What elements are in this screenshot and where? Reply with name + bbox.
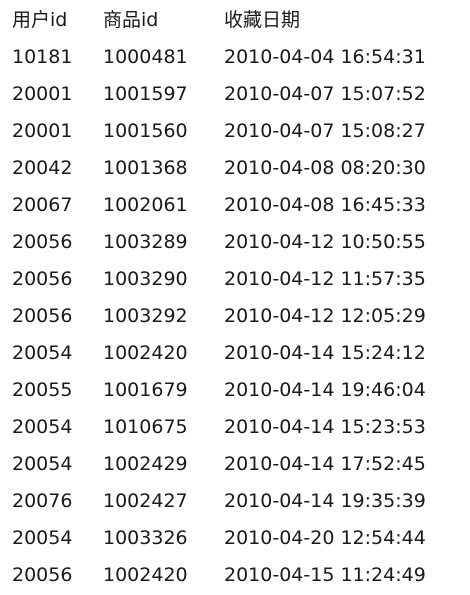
cell-favorite-date: 2010-04-12 10:50:55 <box>224 231 426 253</box>
cell-product-id: 1003326 <box>103 527 188 549</box>
table-row: 20067 1002061 2010-04-08 16:45:33 <box>0 187 470 224</box>
cell-product-id: 1001368 <box>103 157 188 179</box>
cell-product-id: 1001679 <box>103 379 188 401</box>
cell-product-id: 1010675 <box>103 416 188 438</box>
cell-product-id: 1003290 <box>103 268 188 290</box>
cell-user-id: 20001 <box>12 83 73 105</box>
table-row: 20054 1002429 2010-04-14 17:52:45 <box>0 446 470 483</box>
cell-favorite-date: 2010-04-07 15:07:52 <box>224 83 426 105</box>
cell-product-id: 1002427 <box>103 490 188 512</box>
table-row: 20056 1003290 2010-04-12 11:57:35 <box>0 261 470 298</box>
cell-user-id: 20054 <box>12 453 73 475</box>
cell-user-id: 20056 <box>12 231 73 253</box>
cell-favorite-date: 2010-04-14 19:35:39 <box>224 490 426 512</box>
cell-user-id: 20042 <box>12 157 73 179</box>
cell-favorite-date: 2010-04-12 11:57:35 <box>224 268 426 290</box>
table-row: 20076 1002427 2010-04-14 19:35:39 <box>0 483 470 520</box>
cell-favorite-date: 2010-04-14 15:24:12 <box>224 342 426 364</box>
cell-user-id: 20054 <box>12 527 73 549</box>
cell-product-id: 1002420 <box>103 342 188 364</box>
table-row: 20056 1002420 2010-04-15 11:24:49 <box>0 557 470 594</box>
cell-favorite-date: 2010-04-12 12:05:29 <box>224 305 426 327</box>
table-row: 20056 1003289 2010-04-12 10:50:55 <box>0 224 470 261</box>
table-row: 20001 1001560 2010-04-07 15:08:27 <box>0 113 470 150</box>
table-row: 20054 1002420 2010-04-14 15:24:12 <box>0 335 470 372</box>
cell-user-id: 20067 <box>12 194 73 216</box>
header-user-id: 用户id <box>12 9 68 31</box>
cell-product-id: 1002061 <box>103 194 188 216</box>
cell-favorite-date: 2010-04-04 16:54:31 <box>224 46 426 68</box>
table-row: 20054 1003326 2010-04-20 12:54:44 <box>0 520 470 557</box>
cell-favorite-date: 2010-04-14 19:46:04 <box>224 379 426 401</box>
cell-product-id: 1000481 <box>103 46 188 68</box>
cell-favorite-date: 2010-04-08 08:20:30 <box>224 157 426 179</box>
header-product-id: 商品id <box>103 9 159 31</box>
table-row: 20054 1010675 2010-04-14 15:23:53 <box>0 409 470 446</box>
table-header-row: 用户id 商品id 收藏日期 <box>0 2 470 39</box>
cell-favorite-date: 2010-04-14 17:52:45 <box>224 453 426 475</box>
cell-user-id: 20056 <box>12 564 73 586</box>
table-row: 20042 1001368 2010-04-08 08:20:30 <box>0 150 470 187</box>
cell-favorite-date: 2010-04-15 11:24:49 <box>224 564 426 586</box>
cell-user-id: 20056 <box>12 268 73 290</box>
cell-product-id: 1003292 <box>103 305 188 327</box>
table-row: 20056 1003292 2010-04-12 12:05:29 <box>0 298 470 335</box>
cell-product-id: 1001560 <box>103 120 188 142</box>
table-row: 20055 1001679 2010-04-14 19:46:04 <box>0 372 470 409</box>
cell-user-id: 10181 <box>12 46 73 68</box>
cell-user-id: 20054 <box>12 342 73 364</box>
cell-favorite-date: 2010-04-08 16:45:33 <box>224 194 426 216</box>
cell-product-id: 1002420 <box>103 564 188 586</box>
cell-user-id: 20055 <box>12 379 73 401</box>
header-favorite-date: 收藏日期 <box>224 9 301 31</box>
cell-favorite-date: 2010-04-14 15:23:53 <box>224 416 426 438</box>
cell-favorite-date: 2010-04-20 12:54:44 <box>224 527 426 549</box>
cell-user-id: 20001 <box>12 120 73 142</box>
table-row: 10181 1000481 2010-04-04 16:54:31 <box>0 39 470 76</box>
cell-product-id: 1002429 <box>103 453 188 475</box>
cell-user-id: 20056 <box>12 305 73 327</box>
cell-user-id: 20054 <box>12 416 73 438</box>
cell-user-id: 20076 <box>12 490 73 512</box>
cell-product-id: 1001597 <box>103 83 188 105</box>
cell-favorite-date: 2010-04-07 15:08:27 <box>224 120 426 142</box>
table-row: 20001 1001597 2010-04-07 15:07:52 <box>0 76 470 113</box>
cell-product-id: 1003289 <box>103 231 188 253</box>
